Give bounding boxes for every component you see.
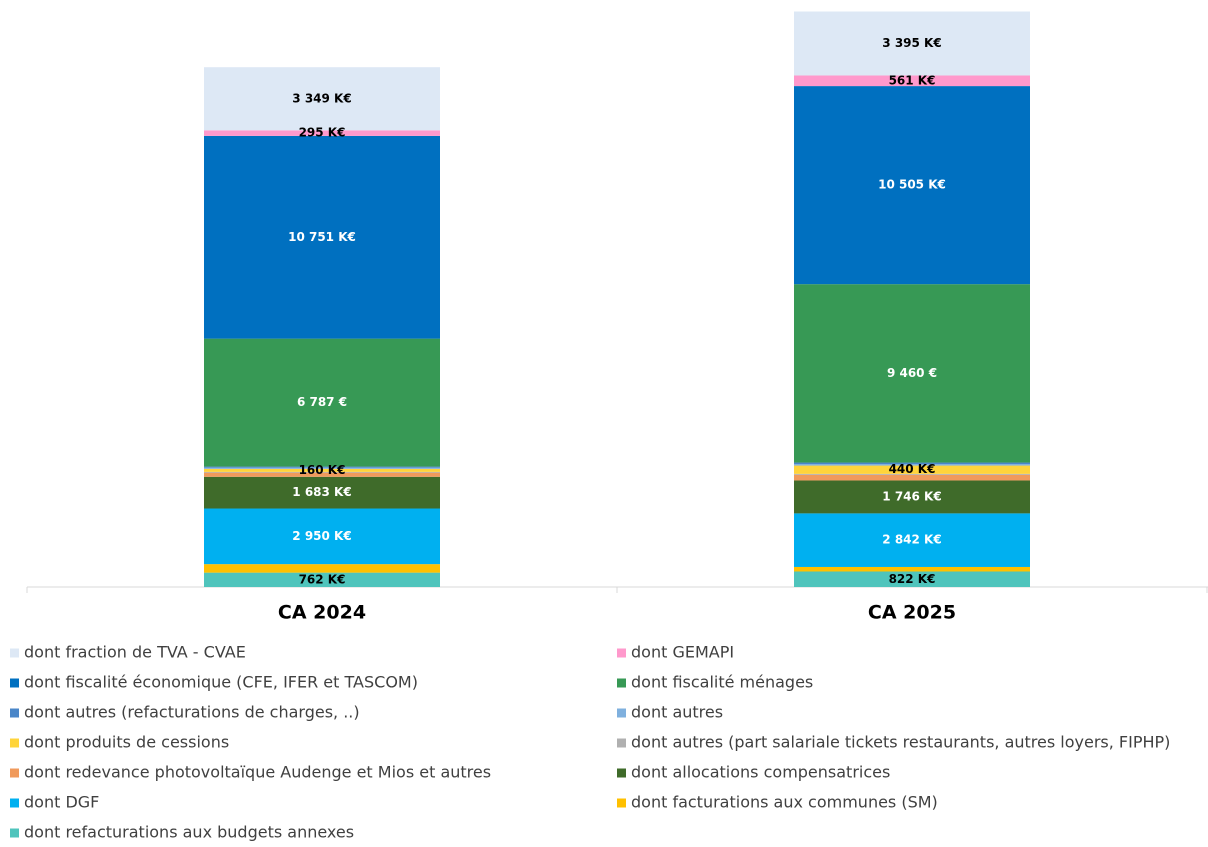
bar-segment — [204, 476, 440, 509]
x-tick-label: CA 2024 — [278, 602, 366, 624]
value-label: 2 950 K€ — [292, 529, 351, 543]
bar-segment — [204, 508, 440, 565]
value-label: 3 395 K€ — [882, 36, 941, 50]
value-label: 295 K€ — [299, 126, 346, 140]
x-tick-label: CA 2025 — [868, 602, 956, 624]
bar-segment — [204, 471, 440, 473]
legend-label: dont fiscalité ménages — [631, 673, 813, 692]
bar-segment — [794, 284, 1030, 463]
legend-label: dont GEMAPI — [631, 643, 734, 662]
legend-swatch — [10, 708, 19, 718]
bar-segment — [794, 75, 1030, 87]
value-label: 762 K€ — [299, 572, 346, 586]
legend-swatch — [10, 798, 19, 808]
legend-label: dont fiscalité économique (CFE, IFER et … — [24, 673, 418, 692]
legend-swatch — [617, 768, 626, 778]
legend-swatch — [617, 678, 626, 688]
bar-segment — [204, 472, 440, 477]
value-label: 561 K€ — [889, 73, 936, 87]
value-label: 10 751 K€ — [288, 230, 356, 244]
bar-segment — [204, 338, 440, 467]
bar-segment — [794, 86, 1030, 285]
legend-swatch — [10, 678, 19, 688]
value-label: 1 746 K€ — [882, 489, 941, 503]
bar-segment — [204, 572, 440, 587]
bar-segment — [794, 11, 1030, 76]
value-label: 160 K€ — [299, 463, 346, 477]
bar-segment — [204, 467, 440, 469]
legend-swatch — [10, 768, 19, 778]
bar-segment — [794, 566, 1030, 572]
legend-swatch — [10, 738, 19, 748]
legend-label: dont allocations compensatrices — [631, 763, 890, 782]
value-label: 9 460 € — [887, 366, 937, 380]
bar-segment — [794, 464, 1030, 466]
bar-segment — [204, 130, 440, 136]
value-label: 1 683 K€ — [292, 485, 351, 499]
legend-label: dont refacturations aux budgets annexes — [24, 823, 354, 842]
legend-swatch — [617, 708, 626, 718]
value-label: 6 787 € — [297, 395, 347, 409]
value-label: 3 349 K€ — [292, 91, 351, 105]
bar-segment — [204, 466, 440, 468]
bar-segment — [794, 474, 1030, 481]
bar-segment — [204, 468, 440, 472]
value-label: 10 505 K€ — [878, 178, 946, 192]
bar-segment — [794, 462, 1030, 465]
legend-label: dont fraction de TVA - CVAE — [24, 643, 246, 662]
bar-segment — [794, 465, 1030, 474]
bar-segment — [204, 67, 440, 131]
legend-swatch — [10, 828, 19, 838]
bar-segment — [204, 564, 440, 573]
value-label: 2 842 K€ — [882, 533, 941, 547]
legend-swatch — [617, 738, 626, 748]
legend-label: dont produits de cessions — [24, 733, 229, 752]
legend-label: dont autres (part salariale tickets rest… — [631, 733, 1170, 752]
value-label: 822 K€ — [889, 572, 936, 586]
legend-label: dont facturations aux communes (SM) — [631, 793, 938, 812]
bar-segment — [204, 135, 440, 339]
bar-segment — [794, 480, 1030, 514]
bar-segment — [794, 513, 1030, 567]
bar-segment — [794, 473, 1030, 475]
legend-label: dont DGF — [24, 793, 99, 812]
legend-swatch — [617, 648, 626, 658]
bar-segment — [794, 571, 1030, 587]
legend-label: dont autres — [631, 703, 723, 722]
legend-label: dont autres (refacturations de charges, … — [24, 703, 360, 722]
legend-swatch — [10, 648, 19, 658]
legend-swatch — [617, 798, 626, 808]
value-label: 440 K€ — [889, 462, 936, 476]
legend-label: dont redevance photovoltaïque Audenge et… — [24, 763, 491, 782]
